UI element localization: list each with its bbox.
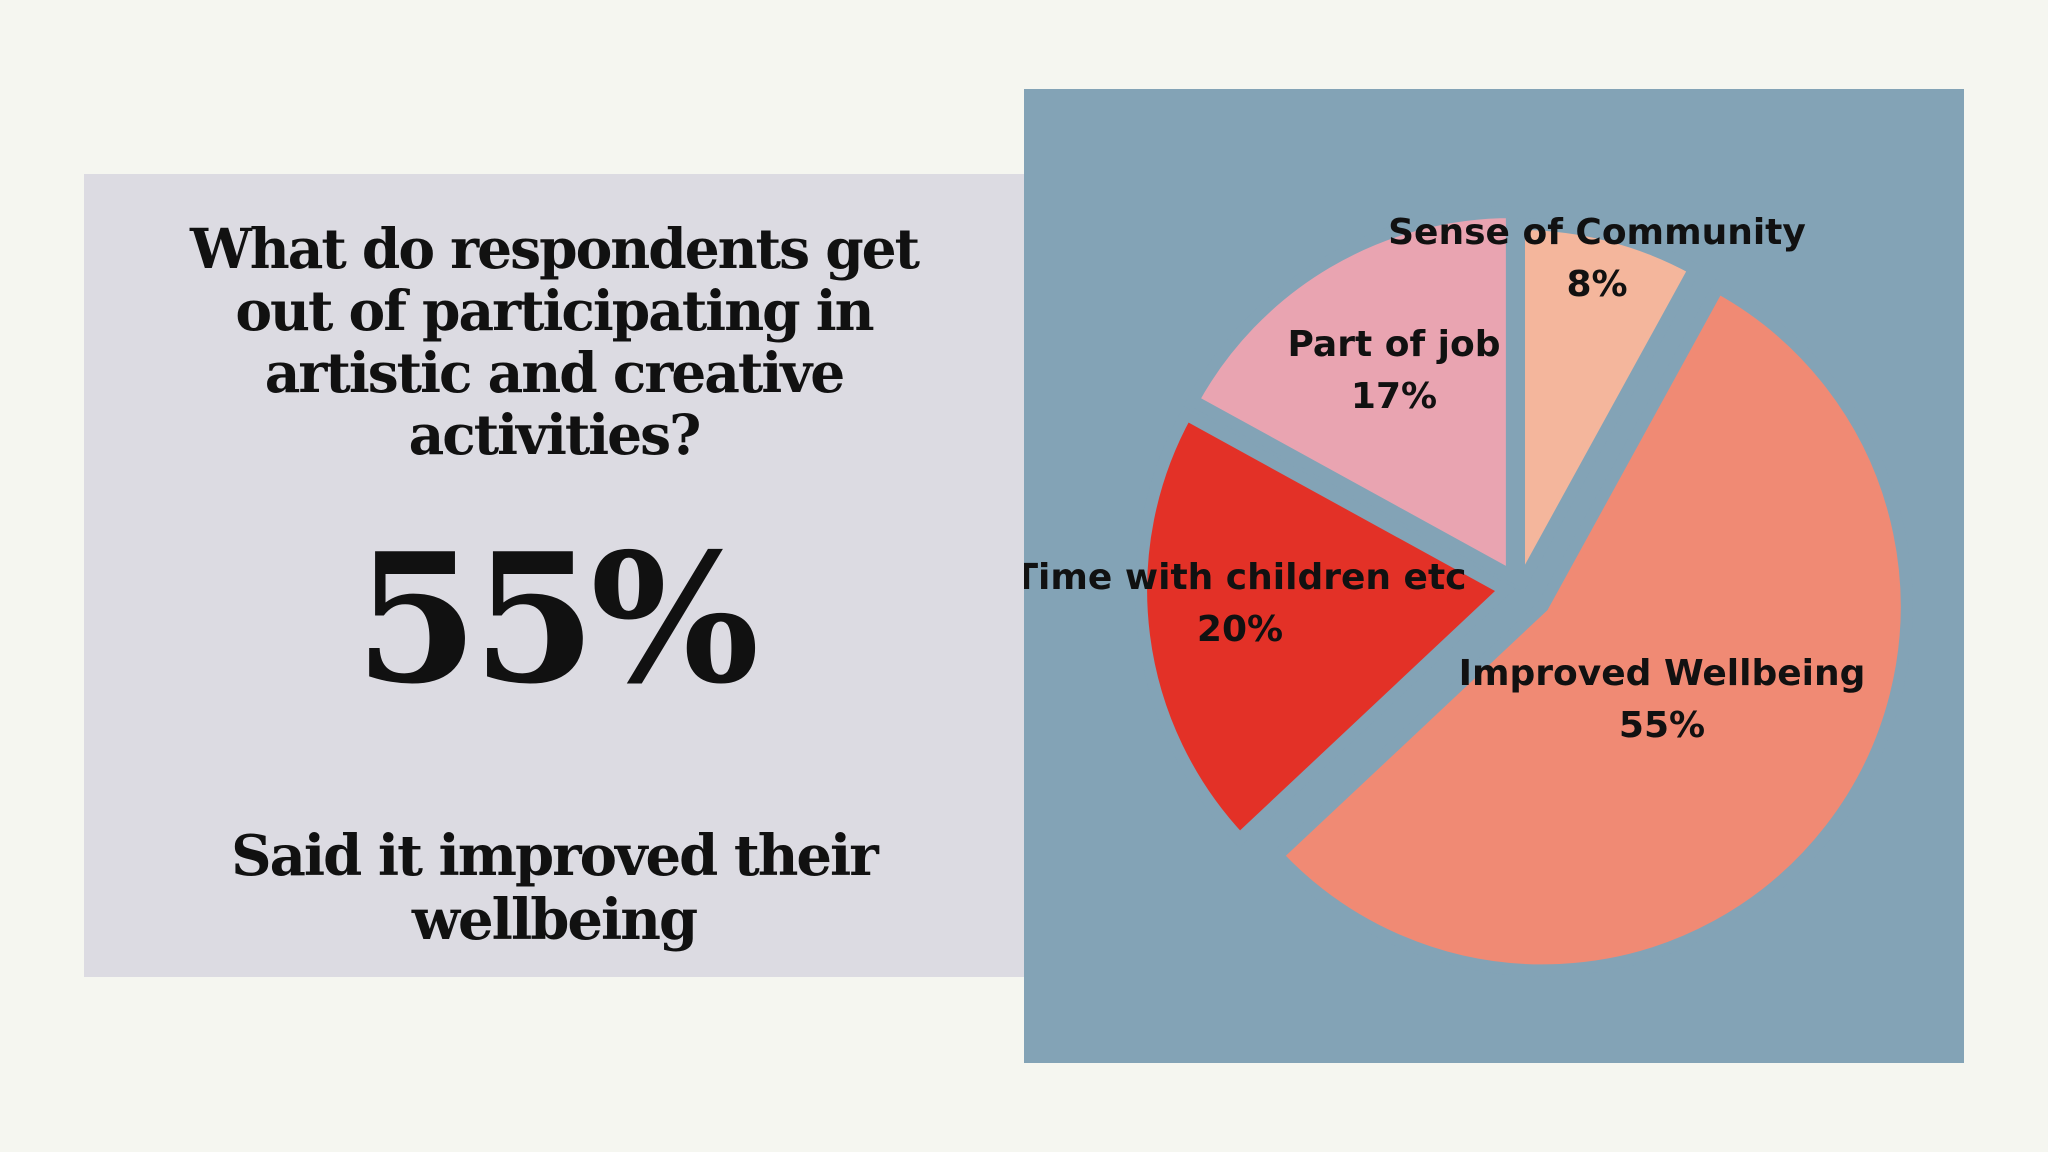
slice-value-part-of-job: 17% xyxy=(1351,376,1437,417)
pie-chart-panel: Sense of Community 8% Improved Wellbeing 55… xyxy=(1024,89,1964,1063)
pie-chart: Sense of Community 8% Improved Wellbeing 55… xyxy=(1024,205,1913,977)
slice-label-sense-of-community: Sense of Community xyxy=(1388,212,1806,253)
headline-caption: Said it improved their wellbeing xyxy=(231,823,879,953)
pie-slice-part-of-job xyxy=(1184,205,1518,587)
pie-slice-time-with-children-etc xyxy=(1135,406,1516,848)
slice-label-part-of-job: Part of job xyxy=(1288,324,1501,365)
slice-label-improved-wellbeing: Improved Wellbeing xyxy=(1459,653,1866,694)
slice-value-sense-of-community: 8% xyxy=(1566,264,1627,305)
slice-label-time-with-children-etc: Time with children etc xyxy=(1024,557,1467,598)
headline-percentage: 55% xyxy=(354,514,760,723)
pie-slice-improved-wellbeing xyxy=(1268,279,1913,977)
slice-value-time-with-children-etc: 20% xyxy=(1197,609,1283,650)
pie-slice-sense-of-community xyxy=(1513,217,1703,591)
question-panel: What do respondents get out of participa… xyxy=(84,174,1024,977)
question-heading: What do respondents get out of participa… xyxy=(189,216,920,467)
slice-value-improved-wellbeing: 55% xyxy=(1619,705,1705,746)
